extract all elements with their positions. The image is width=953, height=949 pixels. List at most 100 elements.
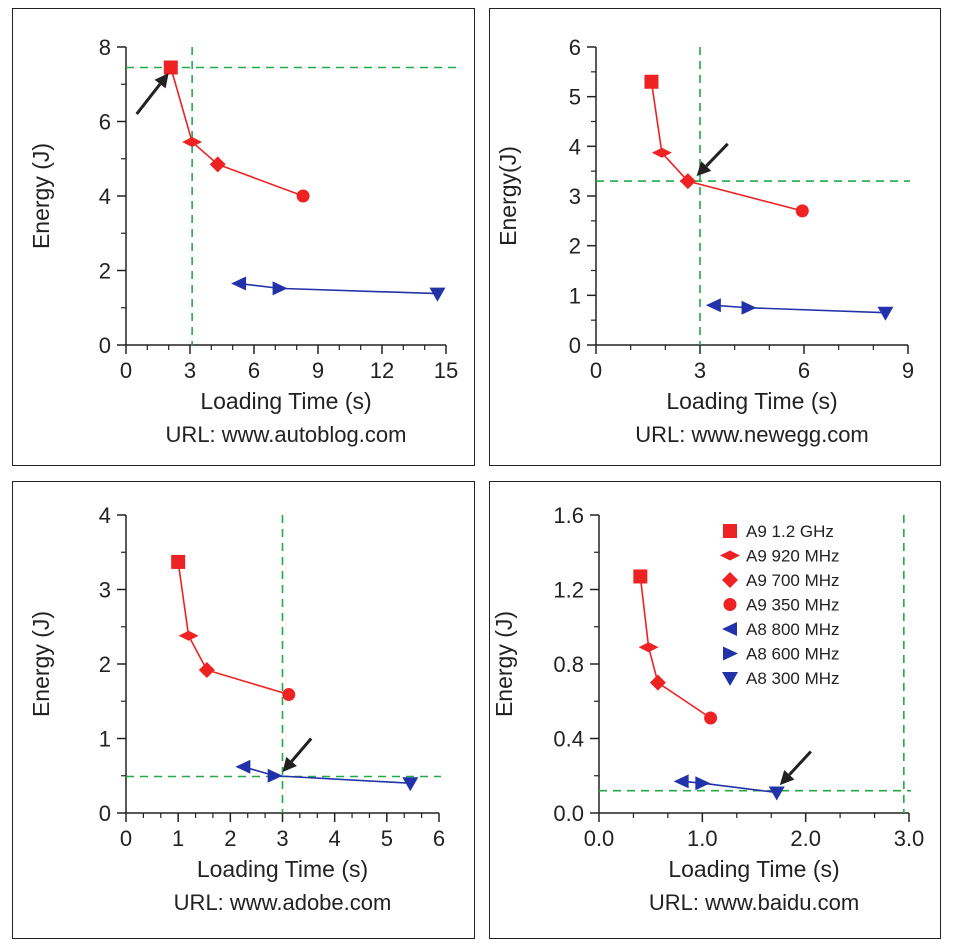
autoblog-x-axis-title: Loading Time (s)	[200, 388, 371, 414]
baidu-x-tick-label: 3.0	[894, 826, 925, 851]
adobe-point-diamond	[198, 661, 215, 678]
chart-svg-autoblog: 0 3 6 9 12 15 0 2 4 6 8 Loading Time (s) Energy (J) U…	[28, 35, 458, 447]
chart-svg-newegg: 0 3 6 9 0 1 2 3 4 5 6 Loading Time (s) Energy(J) URL:…	[495, 35, 914, 447]
adobe-y-tick-label: 1	[99, 727, 111, 752]
newegg-y-tick-label: 6	[569, 35, 581, 60]
adobe-point-triangle-right	[267, 768, 283, 783]
autoblog-y-tick-label: 2	[99, 259, 111, 284]
adobe-point-square	[171, 554, 186, 569]
legend-label: A9 920 MHz	[746, 547, 840, 566]
baidu-x-tick-label: 2.0	[790, 826, 821, 851]
adobe-x-axis-title: Loading Time (s)	[197, 856, 368, 882]
adobe-y-axis-title: Energy (J)	[28, 611, 54, 717]
newegg-point-square	[644, 74, 659, 89]
legend-marker-diamond-flat	[720, 550, 740, 561]
autoblog-x-tick-label: 9	[312, 358, 324, 383]
autoblog-x-tick-label: 12	[370, 358, 394, 383]
autoblog-point-diamond-flat	[182, 136, 203, 147]
baidu-arrow-shaft	[788, 750, 812, 776]
autoblog-x-tick-label: 0	[120, 358, 132, 383]
chart-svg-adobe: 0 1 2 3 4 5 6 0 1 2 3 4 Loading Time (s) Energy (J) UR…	[28, 503, 445, 915]
legend-marker-diamond	[722, 572, 738, 588]
autoblog-point-triangle-left	[231, 276, 247, 291]
adobe-y-tick-label: 0	[99, 801, 111, 826]
newegg-a9-line	[650, 81, 803, 212]
adobe-x-tick-label: 4	[329, 826, 341, 851]
baidu-point-square	[633, 569, 648, 584]
newegg-x-tick-label: 6	[798, 358, 810, 383]
autoblog-a9-line	[170, 67, 304, 197]
adobe-arrow-shaft	[290, 737, 313, 763]
baidu-url-caption: URL: www.baidu.com	[649, 890, 859, 915]
adobe-y-tick-label: 3	[99, 578, 111, 603]
legend-label: A9 350 MHz	[746, 596, 840, 615]
newegg-url-caption: URL: www.newegg.com	[635, 422, 869, 447]
autoblog-y-axis-title: Energy (J)	[28, 143, 54, 249]
newegg-point-triangle-right	[741, 300, 757, 315]
newegg-arrow-shaft	[705, 142, 729, 168]
newegg-point-diamond-flat	[651, 147, 672, 158]
adobe-point-triangle-left	[235, 759, 251, 774]
legend-marker-triangle-down	[722, 672, 738, 686]
newegg-y-tick-label: 0	[569, 333, 581, 358]
baidu-y-tick-label: 0.4	[553, 727, 584, 752]
baidu-y-tick-label: 0.8	[553, 652, 584, 677]
baidu-y-tick-label: 0.0	[553, 801, 584, 826]
autoblog-x-tick-label: 6	[248, 358, 260, 383]
newegg-point-circle	[795, 204, 809, 218]
newegg-x-tick-label: 0	[590, 358, 602, 383]
adobe-y-tick-label: 4	[99, 503, 111, 528]
baidu-x-tick-label: 0.0	[584, 826, 615, 851]
legend-label: A9 700 MHz	[746, 571, 840, 590]
legend-label: A8 600 MHz	[746, 645, 840, 664]
autoblog-x-tick-label: 3	[184, 358, 196, 383]
newegg-x-axis-title: Loading Time (s)	[666, 388, 837, 414]
adobe-arrow-head	[282, 756, 297, 773]
adobe-url-caption: URL: www.adobe.com	[174, 890, 392, 915]
autoblog-url-caption: URL: www.autoblog.com	[166, 422, 407, 447]
newegg-y-tick-label: 5	[569, 85, 581, 110]
baidu-y-axis-title: Energy (J)	[491, 611, 517, 717]
adobe-x-tick-label: 5	[381, 826, 393, 851]
newegg-y-axis-title: Energy(J)	[495, 146, 521, 246]
adobe-point-diamond-flat	[178, 630, 199, 641]
newegg-y-tick-label: 3	[569, 184, 581, 209]
baidu-point-triangle-left	[673, 774, 689, 789]
baidu-a9-line	[639, 576, 712, 719]
autoblog-arrow-shaft	[135, 83, 162, 115]
baidu-y-tick-label: 1.6	[553, 503, 584, 528]
autoblog-y-tick-label: 6	[99, 110, 111, 135]
baidu-arrow-head	[779, 770, 795, 786]
adobe-x-tick-label: 3	[276, 826, 288, 851]
legend-marker-triangle-left	[722, 622, 737, 636]
autoblog-a8-line	[238, 282, 438, 295]
newegg-x-tick-label: 3	[694, 358, 706, 383]
chart-svg-baidu: 0.0 1.0 2.0 3.0 0.0 0.4 0.8 1.2 1.6 Loading Time …	[491, 503, 925, 915]
newegg-y-tick-label: 2	[569, 234, 581, 259]
newegg-point-triangle-left	[705, 298, 721, 313]
newegg-arrow-head	[696, 161, 712, 177]
baidu-x-tick-label: 1.0	[687, 826, 718, 851]
newegg-y-tick-label: 1	[569, 283, 581, 308]
newegg-a8-line	[713, 304, 886, 314]
autoblog-arrow-head	[154, 73, 169, 89]
legend-marker-triangle-right	[723, 646, 738, 661]
autoblog-y-tick-label: 4	[99, 184, 111, 209]
adobe-x-tick-label: 1	[172, 826, 184, 851]
autoblog-point-triangle-right	[272, 281, 288, 296]
adobe-x-tick-label: 6	[433, 826, 445, 851]
baidu-point-diamond	[649, 674, 666, 691]
adobe-x-tick-label: 0	[120, 826, 132, 851]
chart-panel-adobe: 0 1 2 3 4 5 6 0 1 2 3 4 Loading Time (s) Energy (J) UR…	[12, 481, 475, 939]
newegg-point-diamond	[679, 173, 696, 190]
baidu-point-diamond-flat	[638, 642, 659, 653]
chart-panel-autoblog: 0 3 6 9 12 15 0 2 4 6 8 Loading Time (s) Energy (J) U…	[12, 8, 475, 466]
autoblog-y-tick-label: 0	[99, 333, 111, 358]
autoblog-point-diamond	[209, 156, 226, 173]
adobe-a9-line	[177, 561, 289, 696]
autoblog-y-tick-label: 8	[99, 35, 111, 60]
autoblog-x-tick-label: 15	[434, 358, 458, 383]
newegg-y-tick-label: 4	[569, 134, 581, 159]
baidu-point-triangle-down	[768, 786, 785, 801]
legend-marker-circle	[723, 598, 737, 611]
